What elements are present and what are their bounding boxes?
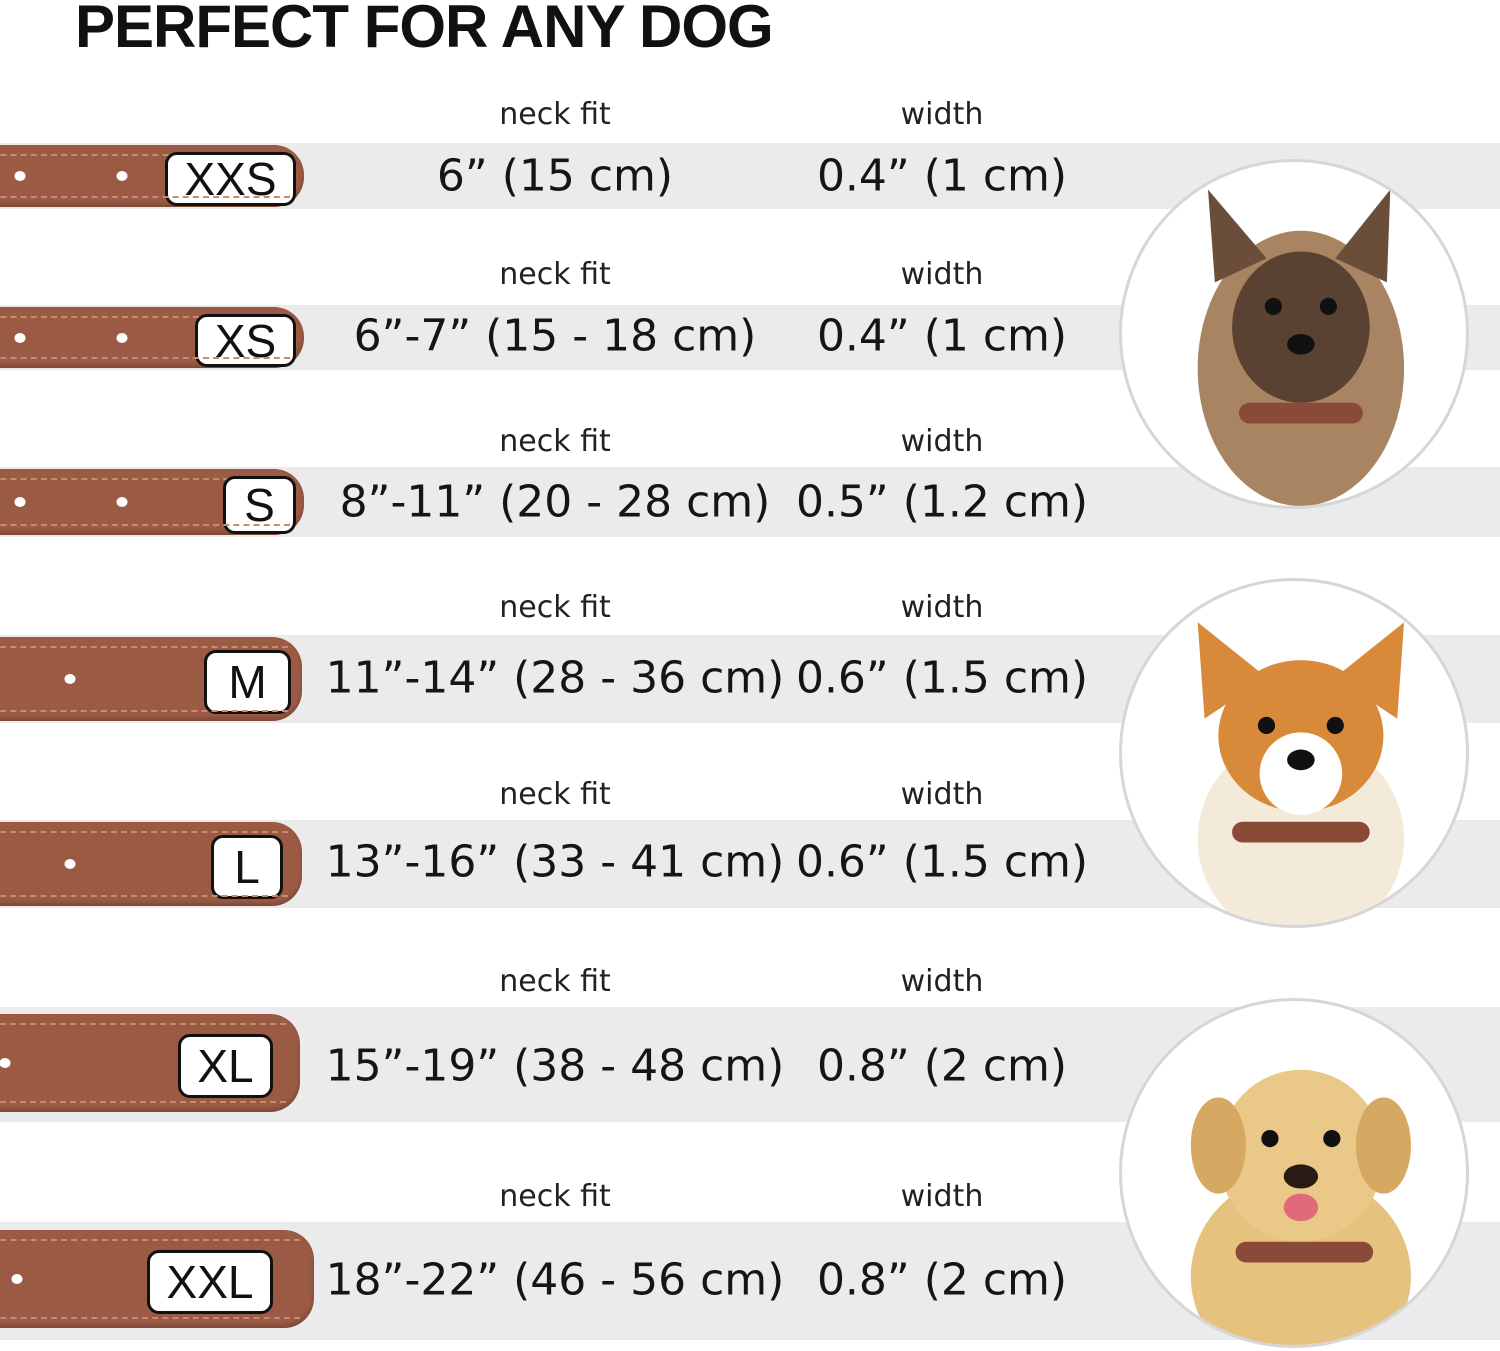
collar-hole xyxy=(14,171,26,181)
neck-fit-label: neck fit xyxy=(499,424,611,459)
labrador-photo xyxy=(1119,998,1469,1348)
width-value: 0.5” (1.2 cm) xyxy=(795,476,1089,528)
width-value: 0.8” (2 cm) xyxy=(816,1254,1068,1306)
size-tag: XXL xyxy=(147,1250,273,1314)
neck-fit-value: 6”-7” (15 - 18 cm) xyxy=(353,310,757,362)
size-tag: M xyxy=(204,650,291,714)
collar-hole xyxy=(64,859,76,869)
width-label: width xyxy=(900,777,984,812)
neck-fit-value: 11”-14” (28 - 36 cm) xyxy=(325,652,785,704)
corgi-photo xyxy=(1119,578,1469,928)
collar-hole xyxy=(14,497,26,507)
neck-fit-label: neck fit xyxy=(499,1179,611,1214)
small-terrier-photo xyxy=(1119,159,1469,509)
collar-illustration: M xyxy=(0,637,302,721)
collar-hole xyxy=(64,674,76,684)
collar-hole xyxy=(11,1274,23,1284)
width-value: 0.8” (2 cm) xyxy=(816,1040,1068,1092)
width-label: width xyxy=(900,590,984,625)
width-value: 0.6” (1.5 cm) xyxy=(795,652,1089,704)
neck-fit-value: 15”-19” (38 - 48 cm) xyxy=(325,1040,785,1092)
collar-hole xyxy=(0,1057,11,1068)
size-tag: XXS xyxy=(165,152,296,206)
neck-fit-value: 13”-16” (33 - 41 cm) xyxy=(325,836,785,888)
collar-illustration: XXS xyxy=(0,145,304,207)
collar-illustration: XXL xyxy=(0,1230,314,1328)
width-value: 0.4” (1 cm) xyxy=(816,150,1068,202)
collar-hole xyxy=(116,497,128,507)
width-label: width xyxy=(900,257,984,292)
collar-illustration: XL xyxy=(0,1013,300,1112)
page-title: PERFECT FOR ANY DOG xyxy=(75,0,774,60)
neck-fit-value: 6” (15 cm) xyxy=(436,150,674,202)
collar-illustration: L xyxy=(0,822,302,906)
size-tag: XS xyxy=(195,314,296,367)
neck-fit-label: neck fit xyxy=(499,257,611,292)
neck-fit-label: neck fit xyxy=(499,964,611,999)
neck-fit-label: neck fit xyxy=(499,97,611,132)
width-value: 0.4” (1 cm) xyxy=(816,310,1068,362)
size-tag: S xyxy=(223,476,296,534)
neck-fit-label: neck fit xyxy=(499,590,611,625)
width-label: width xyxy=(900,1179,984,1214)
size-tag: XL xyxy=(178,1033,273,1098)
neck-fit-label: neck fit xyxy=(499,777,611,812)
collar-hole xyxy=(116,171,128,181)
collar-hole xyxy=(14,332,26,343)
width-label: width xyxy=(900,97,984,132)
collar-illustration: S xyxy=(0,469,304,535)
collar-hole xyxy=(116,332,128,343)
size-tag: L xyxy=(211,835,283,899)
collar-illustration: XS xyxy=(0,307,304,368)
neck-fit-value: 8”-11” (20 - 28 cm) xyxy=(339,476,771,528)
neck-fit-value: 18”-22” (46 - 56 cm) xyxy=(325,1254,785,1306)
width-label: width xyxy=(900,964,984,999)
width-value: 0.6” (1.5 cm) xyxy=(795,836,1089,888)
width-label: width xyxy=(900,424,984,459)
